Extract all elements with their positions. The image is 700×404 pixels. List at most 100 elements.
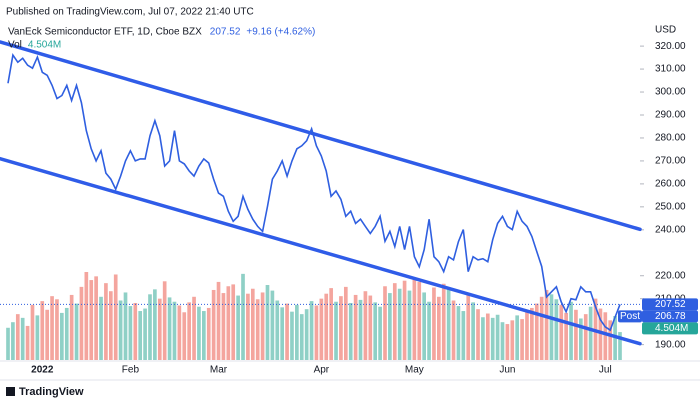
volume-bar	[192, 296, 196, 360]
volume-bar	[108, 291, 113, 360]
volume-bar	[118, 300, 123, 360]
volume-bar	[476, 309, 480, 360]
volume-bar	[588, 306, 593, 360]
volume-bar	[534, 303, 539, 360]
volume-bar	[314, 305, 319, 360]
volume-bar	[481, 317, 485, 360]
volume-bar	[113, 274, 118, 360]
volume-bar	[236, 295, 240, 360]
volume-bar	[270, 290, 275, 360]
volume-bar	[123, 292, 128, 360]
volume-bar	[363, 291, 368, 360]
volume-bar	[290, 311, 294, 360]
volume-bar	[334, 301, 338, 360]
volume-bar	[432, 287, 436, 360]
volume-bar	[231, 284, 236, 360]
volume-bar	[35, 315, 40, 360]
x-tick-label: Jun	[499, 365, 515, 376]
legend-volume-name: Vol	[8, 40, 22, 51]
volume-bar	[55, 299, 59, 360]
logo-mark	[6, 387, 15, 396]
volume-bar	[197, 306, 201, 360]
volume-bar	[89, 280, 94, 360]
volume-bar	[304, 309, 309, 360]
post-tag	[618, 310, 642, 323]
volume-bar	[94, 276, 98, 360]
volume-bar	[143, 308, 147, 360]
price-line	[7, 53, 621, 332]
volume-bar	[255, 299, 260, 360]
volume-bar	[456, 306, 461, 360]
volume-bar	[559, 304, 564, 360]
volume-bar	[128, 306, 133, 360]
volume-bar	[246, 293, 250, 360]
x-tick-label: Feb	[122, 365, 140, 376]
volume-bar	[182, 312, 187, 360]
y-tick-label: 280.00	[655, 133, 686, 144]
volume-bar	[133, 302, 138, 360]
volume-bar	[530, 307, 534, 360]
post-price-box	[642, 310, 698, 323]
volume-bar	[172, 301, 177, 360]
volume-bar	[466, 294, 471, 360]
trend-line	[0, 156, 642, 346]
volume-bar	[412, 278, 417, 360]
volume-bar	[495, 314, 500, 360]
volume-bar	[525, 311, 529, 360]
volume-bar	[280, 307, 285, 360]
volume-bar	[211, 289, 216, 360]
volume-bar	[153, 289, 157, 360]
volume-bar	[11, 322, 15, 360]
y-tick-label: 220.00	[655, 270, 686, 281]
volume-bar	[187, 302, 191, 360]
volume-bar	[392, 283, 397, 360]
volume-bar	[490, 317, 495, 360]
trend-line	[0, 40, 642, 232]
volume-bar	[520, 319, 524, 360]
volume-bar	[353, 294, 358, 360]
last-price-label: 207.52	[655, 299, 686, 310]
y-tick-label: 250.00	[655, 201, 686, 212]
volume-bar	[241, 273, 245, 360]
volume-bar	[574, 309, 578, 360]
volume-bar	[383, 286, 387, 360]
volume-bar	[216, 281, 221, 360]
volume-bar	[471, 302, 475, 360]
volume-bar	[64, 307, 69, 360]
volume-bar	[515, 315, 520, 360]
volume-bar	[84, 272, 89, 360]
x-tick-label: Jul	[599, 365, 612, 376]
volume-bar	[148, 294, 152, 360]
y-tick-label: 310.00	[655, 64, 686, 75]
y-tick-label: 240.00	[655, 224, 686, 235]
volume-bar	[446, 289, 451, 360]
volume-bar	[544, 289, 549, 360]
volume-bar	[583, 314, 588, 360]
volume-bar	[461, 311, 466, 360]
volume-bar	[15, 314, 20, 360]
volume-bar	[564, 312, 568, 360]
volume-bar	[437, 296, 441, 360]
legend-title: VanEck Semiconductor ETF, 1D, Cboe BZX	[8, 27, 202, 38]
volume-box	[642, 322, 698, 335]
x-tick-label: May	[405, 365, 424, 376]
volume-bar	[167, 297, 172, 360]
volume-bar	[6, 327, 10, 360]
y-tick-label: 270.00	[655, 156, 686, 167]
x-tick-label: Apr	[314, 365, 330, 376]
volume-bar	[358, 299, 363, 360]
volume-bar	[368, 295, 373, 360]
volume-bar	[510, 320, 515, 360]
volume-bar	[598, 308, 603, 360]
volume-bar	[407, 290, 412, 360]
x-tick-label: Mar	[210, 365, 228, 376]
volume-bar	[99, 296, 103, 360]
y-tick-label: 290.00	[655, 110, 686, 121]
volume-bar	[500, 322, 505, 360]
volume-bar	[554, 299, 559, 360]
y-tick-label: 190.00	[655, 339, 686, 350]
volume-bar	[402, 280, 407, 360]
volume-bar	[608, 320, 613, 360]
brand-name: TradingView	[19, 386, 84, 398]
